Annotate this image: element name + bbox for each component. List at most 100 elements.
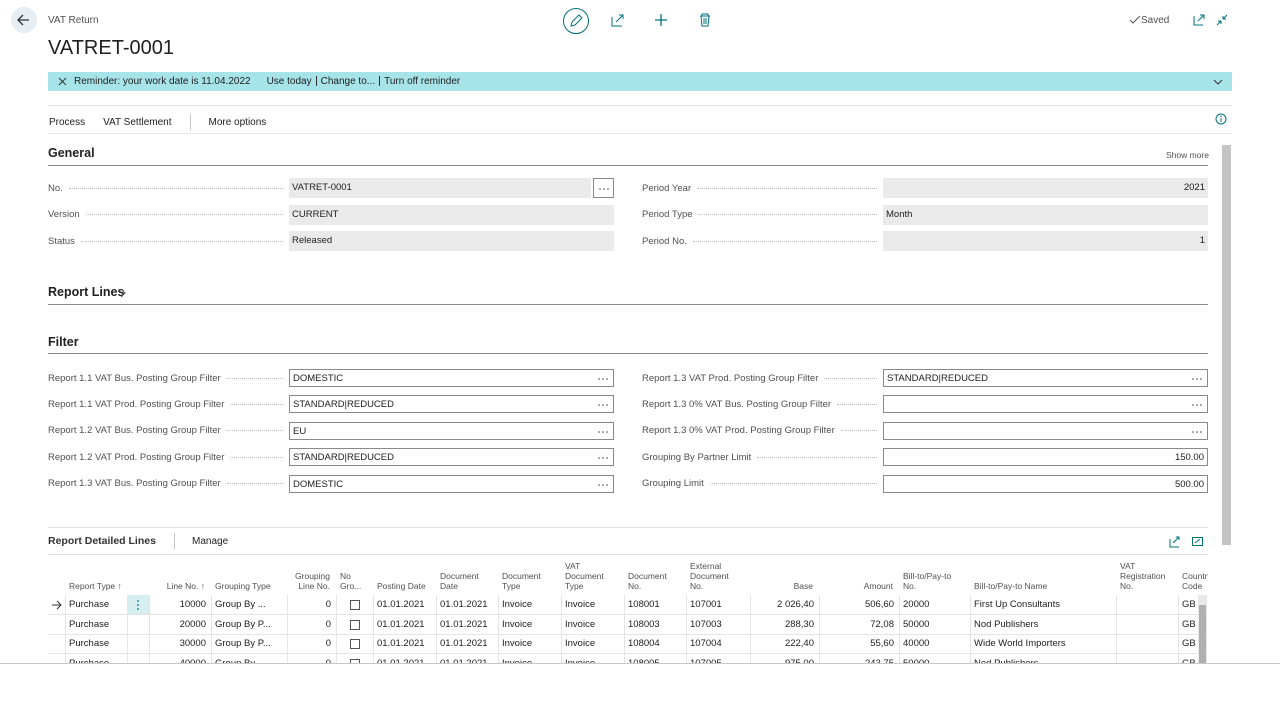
- cell-border: [899, 614, 900, 634]
- column-header[interactable]: Document No.: [628, 555, 680, 591]
- cell-border: [819, 614, 820, 634]
- reminder-action[interactable]: Use today: [266, 76, 312, 87]
- cell-border: [287, 653, 288, 663]
- cell-border: [561, 634, 562, 653]
- column-header[interactable]: Grouping Type: [215, 555, 281, 591]
- checkbox[interactable]: [350, 639, 360, 649]
- lookup-button[interactable]: [597, 377, 609, 381]
- close-reminder[interactable]: [58, 77, 67, 86]
- column-header[interactable]: Country Code: [1182, 555, 1208, 591]
- lookup-button[interactable]: [1191, 403, 1203, 407]
- divider: [48, 133, 1232, 134]
- section-title[interactable]: Report Lines: [48, 285, 125, 299]
- cell-border: [498, 595, 499, 614]
- share-button[interactable]: [610, 12, 626, 28]
- cell-border: [65, 595, 66, 614]
- action[interactable]: Process: [49, 116, 86, 128]
- checkbox[interactable]: [350, 658, 360, 663]
- lookup-button[interactable]: [597, 456, 609, 460]
- cell: 107003: [690, 618, 722, 630]
- field-input[interactable]: DOMESTIC: [289, 474, 614, 493]
- dot: [599, 188, 601, 190]
- column-header[interactable]: VAT Document Type: [565, 555, 618, 591]
- info-button[interactable]: [1215, 113, 1227, 125]
- field-input[interactable]: DOMESTIC: [289, 369, 614, 387]
- dot: [1192, 378, 1194, 380]
- column-header[interactable]: Posting Date: [377, 555, 430, 591]
- cell-border: [373, 614, 374, 634]
- field-value: STANDARD|REDUCED: [293, 452, 394, 464]
- cell: Invoice: [502, 599, 533, 610]
- cell-border: [819, 595, 820, 614]
- cell-border: [287, 595, 288, 614]
- reminder-action[interactable]: Change to...: [320, 76, 376, 87]
- field-input[interactable]: STANDARD|REDUCED: [289, 395, 614, 414]
- column-header[interactable]: External Document No.: [690, 555, 744, 591]
- field-input[interactable]: EU: [289, 421, 614, 440]
- back-button[interactable]: [10, 6, 38, 34]
- grid-scrollbar-thumb[interactable]: [1199, 605, 1206, 663]
- lookup-button[interactable]: [598, 187, 610, 191]
- delete-button[interactable]: [697, 12, 713, 28]
- dot: [1196, 404, 1198, 407]
- column-header[interactable]: Amount: [823, 555, 893, 591]
- field-input[interactable]: 500.00: [883, 474, 1208, 493]
- section-underline: [48, 353, 1208, 354]
- share-part[interactable]: [1168, 535, 1181, 548]
- dot: [1200, 404, 1202, 407]
- column-header[interactable]: VAT Registration No.: [1120, 555, 1172, 591]
- column-header[interactable]: Base: [754, 555, 813, 591]
- edit-button[interactable]: [562, 7, 590, 35]
- column-header-text: Amount: [863, 581, 893, 591]
- divider: [48, 527, 1208, 528]
- field-label: Report 1.3 0% VAT Bus. Posting Group Fil…: [642, 398, 832, 410]
- cell: 72,08: [870, 618, 894, 630]
- new-button[interactable]: [653, 12, 669, 28]
- column-header[interactable]: Document Type: [502, 555, 555, 591]
- dot: [598, 430, 600, 433]
- lookup-button[interactable]: [597, 430, 609, 434]
- cell-border: [1116, 595, 1117, 614]
- part-action[interactable]: Manage: [192, 536, 229, 547]
- field-value: 1: [1199, 235, 1205, 246]
- lookup-button[interactable]: [1191, 377, 1203, 381]
- lookup-button[interactable]: [1191, 430, 1203, 434]
- saved-check: [1129, 15, 1141, 24]
- field-input[interactable]: STANDARD|REDUCED: [883, 369, 1208, 387]
- lookup-button[interactable]: [597, 483, 609, 487]
- column-header[interactable]: Report Type ↑: [69, 555, 143, 591]
- action[interactable]: More options: [208, 116, 267, 128]
- column-header[interactable]: Bill-to/Pay-to Name: [974, 555, 1110, 591]
- field-label: Report 1.2 VAT Prod. Posting Group Filte…: [48, 451, 225, 463]
- lookup-button[interactable]: [597, 403, 609, 407]
- checkbox[interactable]: [350, 600, 360, 610]
- cell-border: [287, 614, 288, 634]
- field: Version CURRENT: [48, 204, 614, 226]
- column-header[interactable]: Document Date: [440, 555, 492, 591]
- field-input[interactable]: STANDARD|REDUCED: [289, 448, 614, 467]
- field-input[interactable]: [883, 421, 1208, 440]
- field-label: Report 1.3 0% VAT Prod. Posting Group Fi…: [642, 425, 835, 437]
- field-input[interactable]: [883, 395, 1208, 414]
- field-label: Grouping Limit: [642, 478, 704, 490]
- reminder-content: Reminder: your work date is 11.04.2022 Us…: [74, 76, 460, 87]
- expand-part[interactable]: [1191, 535, 1204, 548]
- collapse[interactable]: [1215, 13, 1229, 27]
- field-input[interactable]: 150.00: [883, 448, 1208, 467]
- open-new-window[interactable]: [1192, 13, 1206, 27]
- expand-reminder[interactable]: [1213, 77, 1223, 87]
- leader: [68, 187, 283, 189]
- scrollbar-thumb[interactable]: [1222, 145, 1231, 545]
- checkbox[interactable]: [350, 619, 360, 630]
- cell-border: [750, 595, 751, 614]
- column-header[interactable]: No Gro...: [340, 555, 367, 591]
- lookup-box[interactable]: [593, 178, 614, 198]
- show-more[interactable]: Show more: [1166, 150, 1209, 160]
- column-header[interactable]: Line No. ↑: [153, 555, 205, 591]
- reminder-action[interactable]: Turn off reminder: [384, 76, 461, 87]
- action[interactable]: VAT Settlement: [103, 116, 172, 128]
- row-menu[interactable]: [136, 599, 140, 611]
- column-header[interactable]: Grouping Line No.: [291, 555, 330, 591]
- column-header[interactable]: Bill-to/Pay-to No.: [903, 555, 964, 591]
- breadcrumb[interactable]: VAT Return: [48, 15, 99, 26]
